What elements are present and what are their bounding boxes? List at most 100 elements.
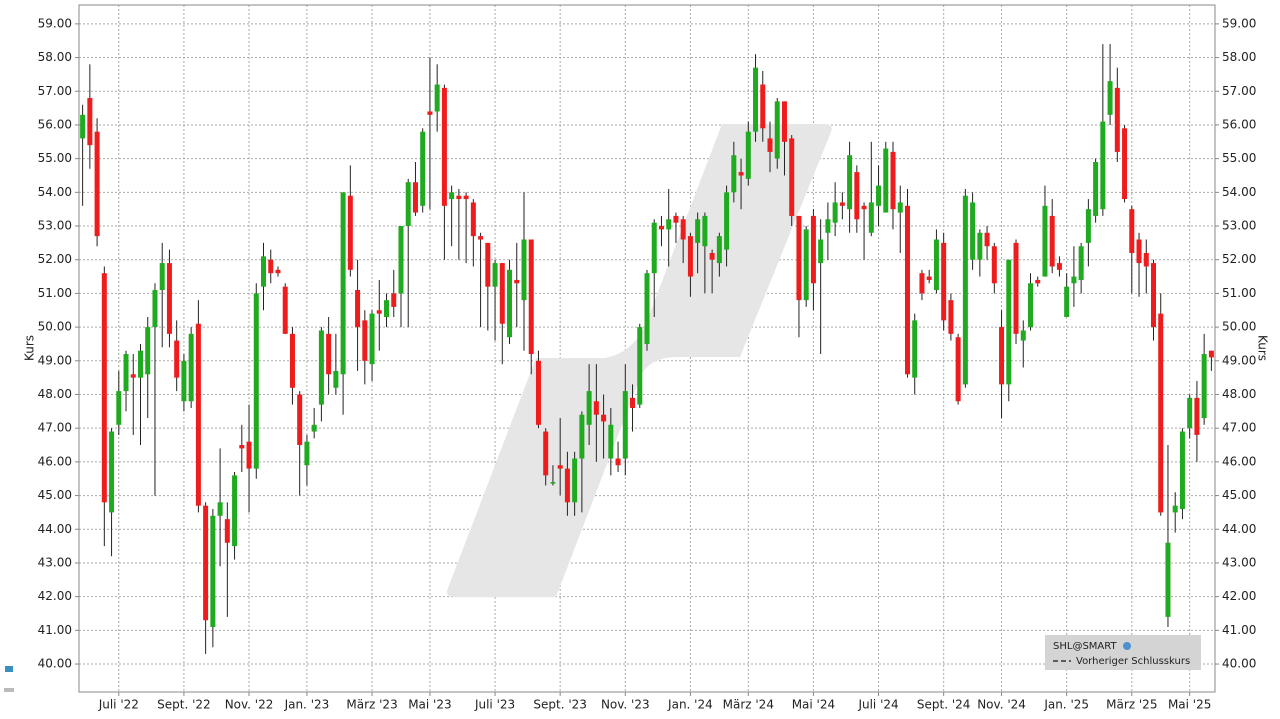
candle-body [1136, 239, 1142, 264]
candle-body [738, 172, 744, 176]
y2-tick-label: 48.00 [1222, 387, 1256, 401]
candle-body [1143, 252, 1149, 267]
candle-body [434, 84, 440, 112]
candle-body [666, 219, 672, 230]
candle-body [232, 475, 238, 547]
candle-body [311, 424, 317, 432]
candle-body [1165, 542, 1171, 617]
candle-body [890, 151, 896, 210]
candle-body [557, 465, 563, 469]
candle-body [550, 482, 556, 484]
candle-body [203, 505, 209, 621]
x-tick-label: Jan. '25 [1043, 698, 1089, 712]
candle-body [673, 215, 679, 223]
candle-body [355, 290, 361, 328]
candle-body [1114, 87, 1120, 152]
candle-body [333, 370, 339, 388]
candle-body [239, 445, 245, 449]
legend: SHL@SMART Vorheriger Schlusskurs [1045, 635, 1201, 670]
y2-tick-label: 47.00 [1222, 421, 1256, 435]
candle-body [876, 185, 882, 206]
candle-body [420, 131, 426, 206]
candle-body [803, 229, 809, 301]
candle-body [289, 333, 295, 388]
y2-tick-label: 54.00 [1222, 185, 1256, 199]
candle-body [1179, 431, 1185, 510]
y-tick-label: 40.00 [38, 657, 72, 671]
candle-body [789, 138, 795, 216]
candle-body [1187, 397, 1193, 429]
tool-icons[interactable] [4, 666, 14, 692]
candle-body [912, 320, 918, 378]
x-tick-label: Sept. '23 [533, 698, 587, 712]
candle-body [637, 327, 643, 405]
candle-body [174, 340, 180, 378]
candle-body [1071, 276, 1077, 284]
candle-body [1035, 279, 1041, 284]
y-tick-label: 51.00 [38, 286, 72, 300]
candle-body [470, 202, 476, 237]
candle-body [745, 131, 751, 179]
y-tick-label: 58.00 [38, 50, 72, 64]
candle-body [796, 215, 802, 301]
y2-tick-label: 52.00 [1222, 252, 1256, 266]
y2-tick-label: 58.00 [1222, 50, 1256, 64]
candle-body [1056, 263, 1062, 270]
candle-body [883, 148, 889, 213]
candle-body [564, 468, 570, 503]
candle-body [601, 414, 607, 422]
candle-body [615, 458, 621, 466]
candle-body [441, 87, 447, 206]
candle-body [680, 219, 686, 240]
candle-body [709, 252, 715, 260]
y2-tick-label: 42.00 [1222, 589, 1256, 603]
candle-body [528, 239, 534, 355]
tool-icon[interactable] [4, 688, 14, 692]
candle-body [210, 515, 216, 627]
candle-body [810, 215, 816, 284]
candle-body [955, 337, 961, 402]
candle-body [1201, 354, 1207, 419]
candle-body [217, 502, 223, 516]
candle-body [275, 269, 281, 274]
candle-body [962, 195, 968, 385]
candle-body [492, 263, 498, 287]
candle-body [991, 246, 997, 284]
x-tick-label: Juli '23 [474, 698, 515, 712]
candle-body [427, 111, 433, 115]
candle-body [572, 458, 578, 503]
candle-body [109, 431, 115, 513]
candle-body [94, 131, 100, 237]
y2-tick-label: 43.00 [1222, 555, 1256, 569]
candle-body [463, 195, 469, 200]
candle-body [1093, 162, 1099, 216]
x-tick-label: Nov. '24 [977, 698, 1026, 712]
candle-body [159, 263, 165, 291]
candle-body [825, 219, 831, 233]
candle-body [832, 202, 838, 223]
candle-body [1172, 505, 1178, 513]
x-tick-label: Nov. '22 [225, 698, 274, 712]
y-tick-label: 50.00 [38, 320, 72, 334]
y2-tick-label: 57.00 [1222, 84, 1256, 98]
x-tick-label: März '25 [1106, 698, 1157, 712]
y-tick-label: 55.00 [38, 151, 72, 165]
candle-body [970, 202, 976, 260]
tool-icon[interactable] [5, 666, 13, 672]
candle-body [246, 441, 252, 469]
y2-tick-label: 53.00 [1222, 219, 1256, 233]
y-tick-label: 41.00 [38, 623, 72, 637]
candle-body [622, 391, 628, 459]
candle-body [933, 239, 939, 291]
candle-body [130, 374, 136, 378]
candle-body [1078, 246, 1084, 280]
candle-body [412, 182, 418, 213]
y2-tick-label: 51.00 [1222, 286, 1256, 300]
x-tick-label: Mai '25 [1168, 698, 1211, 712]
candle-body [1150, 263, 1156, 328]
x-tick-label: März '23 [346, 698, 397, 712]
x-tick-label: Jan. '23 [284, 698, 330, 712]
candle-body [586, 391, 592, 425]
candle-body [521, 239, 527, 301]
